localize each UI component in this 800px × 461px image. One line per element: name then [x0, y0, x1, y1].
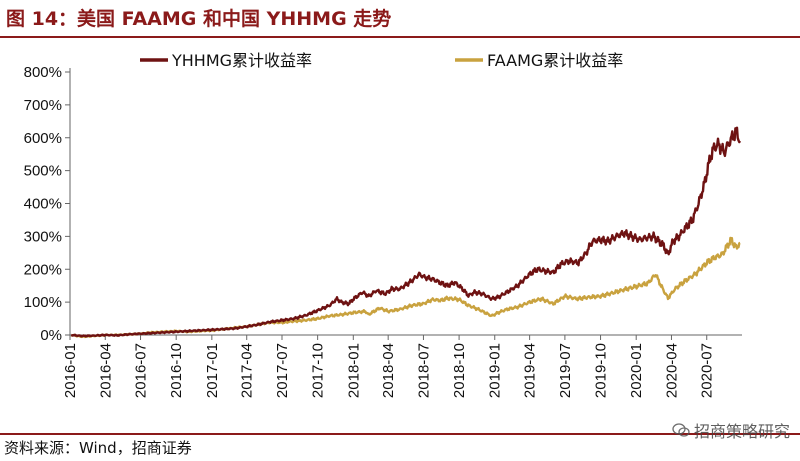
x-tick-label: 2017-04	[239, 343, 256, 398]
x-tick-label: 2019-10	[593, 343, 610, 398]
series-line-0	[70, 126, 742, 338]
x-tick-label: 2019-07	[557, 343, 574, 398]
x-tick-label: 2016-04	[97, 343, 114, 398]
x-tick-label: 2018-04	[380, 343, 397, 398]
x-tick-label: 2018-01	[345, 343, 362, 398]
legend: YHHMG累计收益率 FAAMG累计收益率	[140, 51, 623, 70]
x-tick-label: 2017-01	[204, 343, 221, 398]
y-tick-label: 300%	[24, 228, 62, 245]
y-tick-label: 800%	[24, 64, 62, 81]
source-note: 资料来源：Wind，招商证券	[4, 439, 192, 457]
x-tick-label: 2018-07	[415, 343, 432, 398]
y-tick-label: 500%	[24, 163, 62, 180]
x-tick-label: 2017-10	[310, 343, 327, 398]
legend-label-1: FAAMG累计收益率	[487, 51, 623, 70]
plot-area	[70, 126, 742, 339]
series-line-1	[70, 236, 741, 339]
y-tick-label: 400%	[24, 196, 62, 213]
title-divider	[0, 36, 800, 38]
footer-divider	[0, 433, 800, 435]
watermark-text: 招商策略研究	[693, 422, 790, 441]
y-tick-label: 200%	[24, 261, 62, 278]
chart-title: 图 14：美国 FAAMG 和中国 YHHMG 走势	[6, 8, 392, 30]
x-tick-label: 2016-10	[168, 343, 185, 398]
x-tick-label: 2016-01	[62, 343, 79, 398]
x-tick-label: 2020-01	[628, 343, 645, 398]
line-chart: YHHMG累计收益率 FAAMG累计收益率 0% 100% 200% 300% 400% 5…	[24, 51, 742, 398]
y-tick-label: 100%	[24, 294, 62, 311]
y-tick-label: 700%	[24, 97, 62, 114]
x-tick-label: 2020-07	[699, 343, 716, 398]
wechat-icon	[672, 423, 690, 437]
y-tick-label: 600%	[24, 130, 62, 147]
x-tick-label: 2017-07	[274, 343, 291, 398]
x-tick-label: 2020-04	[663, 343, 680, 398]
legend-label-0: YHHMG累计收益率	[171, 51, 312, 70]
x-tick-label: 2019-04	[522, 343, 539, 398]
watermark: 招商策略研究	[672, 418, 790, 442]
y-axis: 0% 100% 200% 300% 400% 500% 600% 700% 800%	[24, 64, 71, 344]
x-tick-label: 2016-07	[133, 343, 150, 398]
x-axis: 2016-01 2016-04 2016-07 2016-10 2017-01 2017-…	[62, 334, 742, 398]
x-tick-label: 2018-10	[451, 343, 468, 398]
y-tick-label: 0%	[40, 327, 62, 344]
x-tick-label: 2019-01	[487, 343, 504, 398]
